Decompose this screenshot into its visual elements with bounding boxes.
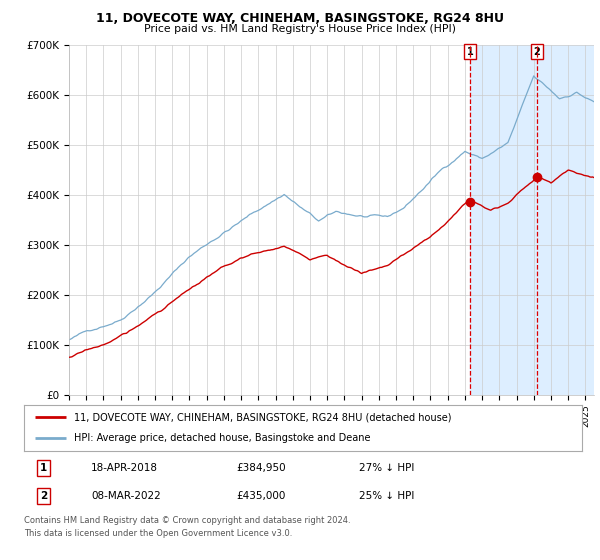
Text: 08-MAR-2022: 08-MAR-2022 — [91, 491, 161, 501]
Text: 27% ↓ HPI: 27% ↓ HPI — [359, 463, 414, 473]
Text: 11, DOVECOTE WAY, CHINEHAM, BASINGSTOKE, RG24 8HU (detached house): 11, DOVECOTE WAY, CHINEHAM, BASINGSTOKE,… — [74, 412, 452, 422]
Text: 18-APR-2018: 18-APR-2018 — [91, 463, 158, 473]
Bar — [470, 45, 600, 395]
Text: £384,950: £384,950 — [236, 463, 286, 473]
Text: 2: 2 — [40, 491, 47, 501]
Text: 1: 1 — [40, 463, 47, 473]
Text: 25% ↓ HPI: 25% ↓ HPI — [359, 491, 414, 501]
Text: 11, DOVECOTE WAY, CHINEHAM, BASINGSTOKE, RG24 8HU: 11, DOVECOTE WAY, CHINEHAM, BASINGSTOKE,… — [96, 12, 504, 25]
Text: HPI: Average price, detached house, Basingstoke and Deane: HPI: Average price, detached house, Basi… — [74, 433, 371, 444]
Text: 2: 2 — [533, 46, 541, 57]
Text: Contains HM Land Registry data © Crown copyright and database right 2024.
This d: Contains HM Land Registry data © Crown c… — [24, 516, 350, 538]
Text: 1: 1 — [467, 46, 473, 57]
Text: Price paid vs. HM Land Registry's House Price Index (HPI): Price paid vs. HM Land Registry's House … — [144, 24, 456, 34]
Text: £435,000: £435,000 — [236, 491, 286, 501]
